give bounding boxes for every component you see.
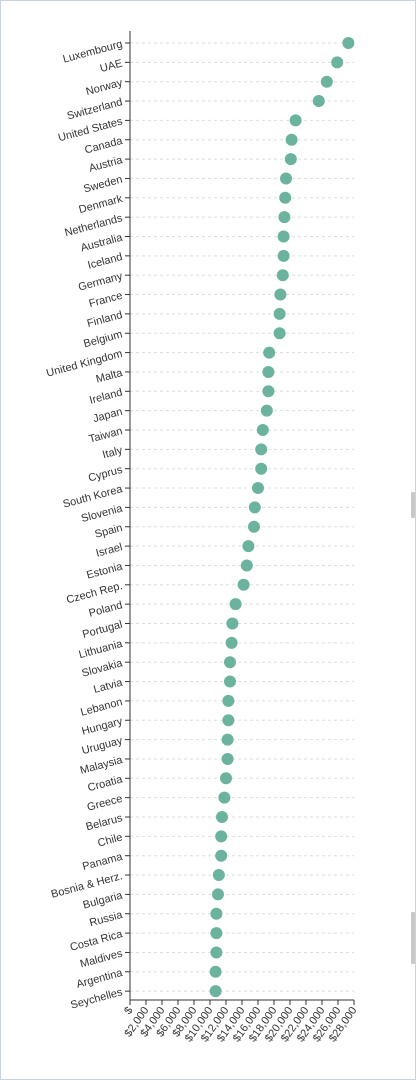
data-point[interactable]	[220, 772, 232, 785]
y-tick-label: Bulgaria	[82, 889, 125, 911]
data-point[interactable]	[215, 830, 228, 843]
y-tick-label: Russia	[88, 909, 124, 930]
y-tick-label: Israel	[95, 541, 124, 560]
data-point[interactable]	[210, 907, 223, 920]
data-points	[209, 37, 355, 998]
y-tick-label: Canada	[83, 135, 124, 157]
y-tick-label: France	[88, 290, 124, 310]
data-point[interactable]	[284, 153, 297, 166]
data-point[interactable]	[224, 675, 236, 688]
y-tick-label: Chile	[96, 832, 123, 850]
data-point[interactable]	[255, 443, 268, 456]
y-tick-label: Lebanon	[79, 696, 123, 719]
data-point[interactable]	[256, 424, 269, 436]
data-point[interactable]	[215, 849, 228, 862]
y-tick-label: Uruguay	[81, 735, 125, 757]
data-point[interactable]	[342, 37, 355, 49]
y-tick-label: Croatia	[86, 773, 124, 794]
y-tick-label: Slovakia	[81, 657, 125, 680]
y-tick-label: Estonia	[85, 560, 124, 581]
y-tick-label: Ireland	[88, 386, 124, 406]
data-point[interactable]	[331, 56, 344, 69]
scrollbar-thumb-lower[interactable]	[411, 912, 415, 964]
data-point[interactable]	[279, 191, 292, 204]
data-point[interactable]	[210, 927, 223, 940]
data-point[interactable]	[320, 75, 333, 88]
data-point[interactable]	[248, 520, 260, 533]
data-point[interactable]	[273, 307, 286, 320]
y-tick-label: Latvia	[92, 676, 124, 695]
x-axis: $$2,000$4,000$6,000$8,000$10,000$12,000$…	[122, 999, 359, 1044]
y-tick-label: Spain	[94, 522, 124, 541]
data-point[interactable]	[285, 133, 298, 146]
y-tick-label: Portugal	[81, 619, 124, 641]
y-tick-label: Iceland	[86, 251, 123, 272]
y-tick-label: Belgium	[82, 328, 124, 350]
y-tick-label: Poland	[88, 599, 124, 619]
data-point[interactable]	[221, 733, 234, 746]
data-point[interactable]	[248, 501, 261, 514]
data-point[interactable]	[277, 249, 290, 262]
data-point[interactable]	[242, 540, 255, 553]
data-point[interactable]	[277, 230, 290, 243]
data-point[interactable]	[263, 346, 276, 359]
data-point[interactable]	[209, 965, 222, 978]
data-point[interactable]	[226, 617, 239, 630]
y-tick-label: Norway	[85, 77, 125, 98]
y-tick-label: Greece	[86, 793, 124, 814]
scrollbar-thumb-upper[interactable]	[411, 492, 415, 518]
data-point[interactable]	[255, 462, 268, 475]
data-point[interactable]	[212, 869, 225, 882]
data-point[interactable]	[222, 694, 235, 707]
y-tick-label: Panama	[81, 851, 125, 873]
data-point[interactable]	[280, 172, 292, 185]
data-point[interactable]	[276, 269, 289, 282]
data-point[interactable]	[262, 365, 275, 378]
y-tick-label: Malta	[95, 367, 125, 386]
data-point[interactable]	[212, 888, 224, 901]
grid-lines	[130, 42, 354, 992]
data-point[interactable]	[216, 811, 228, 823]
data-point[interactable]	[210, 946, 223, 959]
data-point[interactable]	[273, 327, 286, 340]
data-point[interactable]	[260, 404, 273, 417]
data-point[interactable]	[252, 482, 264, 495]
data-point[interactable]	[312, 95, 325, 108]
y-tick-label: Austria	[88, 154, 125, 175]
data-point[interactable]	[209, 985, 222, 998]
y-tick-label: Italy	[101, 444, 124, 461]
data-point[interactable]	[222, 714, 235, 727]
data-point[interactable]	[278, 211, 291, 224]
y-tick-label: Japan	[92, 406, 124, 425]
data-point[interactable]	[218, 791, 231, 804]
data-point[interactable]	[224, 656, 236, 669]
data-point[interactable]	[262, 385, 275, 398]
data-point[interactable]	[289, 114, 302, 127]
data-point[interactable]	[221, 752, 234, 765]
data-point[interactable]	[240, 559, 253, 572]
data-point[interactable]	[237, 578, 250, 591]
x-tick-label: $	[122, 1005, 135, 1017]
data-point[interactable]	[229, 598, 242, 611]
y-tick-label: Taiwan	[88, 425, 124, 445]
data-point[interactable]	[274, 288, 287, 301]
y-tick-label: UAE	[99, 58, 124, 75]
y-tick-label: Hungary	[81, 715, 125, 737]
y-tick-label: Cyprus	[87, 464, 124, 485]
y-tick-label: Finland	[86, 309, 124, 330]
data-point[interactable]	[225, 636, 238, 649]
y-tick-label: Sweden	[82, 174, 124, 196]
y-tick-label: Belarus	[85, 812, 125, 833]
